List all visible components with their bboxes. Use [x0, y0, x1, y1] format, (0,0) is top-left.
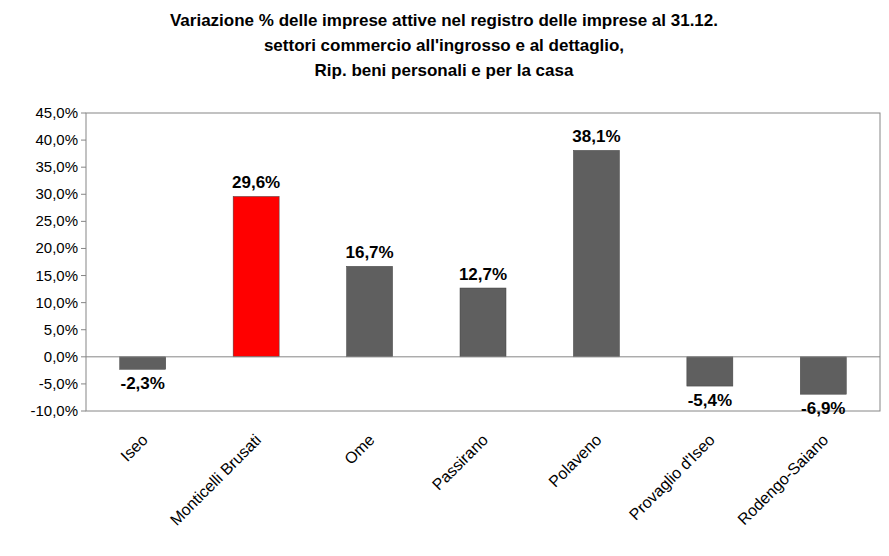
title-line: settori commercio all'ingrosso e al dett…: [264, 36, 624, 55]
y-tick-label: -10,0%: [30, 402, 78, 419]
title-line: Variazione % delle imprese attive nel re…: [170, 11, 718, 30]
x-tick-label: Ome: [341, 431, 378, 468]
y-tick: [81, 140, 86, 141]
title: Variazione % delle imprese attive nel re…: [170, 11, 718, 80]
bars: [120, 150, 847, 394]
data-label: 38,1%: [572, 127, 620, 146]
y-tick-label: 25,0%: [35, 212, 78, 229]
bar: [460, 288, 506, 357]
data-label: 12,7%: [459, 265, 507, 284]
y-tick: [81, 275, 86, 276]
bar: [687, 357, 733, 386]
data-label: -6,9%: [801, 399, 845, 418]
y-tick: [81, 411, 86, 412]
y-tick-label: 5,0%: [44, 321, 78, 338]
x-axis-line: [86, 356, 880, 357]
y-tick-label: 15,0%: [35, 267, 78, 284]
chart-container: Variazione % delle imprese attive nel re…: [0, 0, 889, 556]
x-tick-label: Polaveno: [545, 431, 604, 490]
y-tick-label: 20,0%: [35, 239, 78, 256]
y-tick: [81, 194, 86, 195]
data-label: 29,6%: [232, 173, 280, 192]
data-label: -5,4%: [688, 391, 732, 410]
y-tick-label: 0,0%: [44, 348, 78, 365]
x-tick-label: Provaglio d'Iseo: [626, 431, 718, 523]
data-label: 16,7%: [345, 243, 393, 262]
y-tick: [81, 356, 86, 357]
y-tick: [81, 248, 86, 249]
plot-frame: [86, 113, 880, 411]
y-tick-label: 30,0%: [35, 185, 78, 202]
x-tick-label: Passirano: [429, 431, 491, 493]
chart: Variazione % delle imprese attive nel re…: [0, 0, 889, 556]
y-tick-label: 10,0%: [35, 294, 78, 311]
title-line: Rip. beni personali e per la casa: [315, 61, 574, 80]
y-tick: [81, 113, 86, 114]
x-tick-label: Monticelli Brusati: [167, 431, 265, 529]
y-tick-label: 45,0%: [35, 104, 78, 121]
y-tick: [81, 167, 86, 168]
y-tick: [81, 221, 86, 222]
bar: [573, 150, 619, 356]
y-tick: [81, 302, 86, 303]
x-tick-label: Rodengo-Saiano: [734, 431, 831, 528]
y-tick-label: -5,0%: [39, 375, 78, 392]
bar: [233, 196, 279, 356]
y-tick: [81, 329, 86, 330]
y-tick-label: 35,0%: [35, 158, 78, 175]
y-tick-label: 40,0%: [35, 131, 78, 148]
bar: [120, 357, 166, 369]
x-tick-label: Iseo: [117, 431, 150, 464]
y-tick: [81, 383, 86, 384]
bar: [800, 357, 846, 394]
bar: [347, 266, 393, 356]
data-label: -2,3%: [121, 374, 165, 393]
